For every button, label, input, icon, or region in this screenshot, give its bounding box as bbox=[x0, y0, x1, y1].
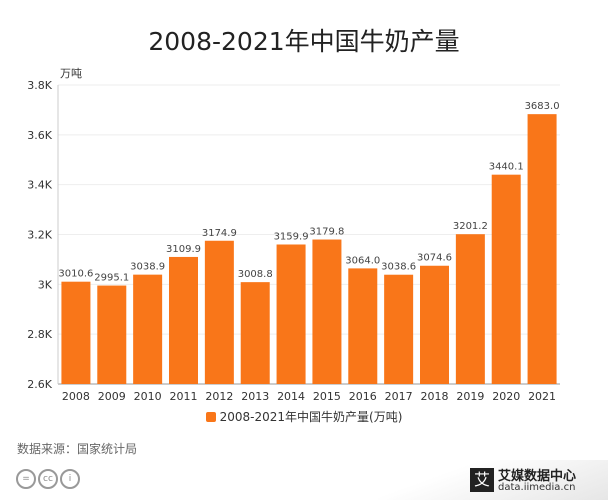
x-tick-label: 2014 bbox=[277, 390, 305, 403]
data-label: 3038.6 bbox=[381, 262, 416, 273]
bar bbox=[455, 234, 485, 384]
chart-title: 2008-2021年中国牛奶产量 bbox=[148, 27, 460, 56]
x-tick-label: 2012 bbox=[205, 390, 233, 403]
y-tick-label: 3.8K bbox=[27, 79, 52, 92]
y-tick-label: 3K bbox=[38, 278, 53, 291]
data-label: 3008.8 bbox=[238, 269, 273, 280]
bar bbox=[276, 244, 306, 384]
bar bbox=[527, 114, 557, 384]
license-icons: = cc i bbox=[16, 469, 80, 489]
x-tick-label: 2021 bbox=[528, 390, 556, 403]
data-label: 3683.0 bbox=[525, 101, 560, 112]
x-tick-label: 2017 bbox=[385, 390, 413, 403]
x-tick-label: 2016 bbox=[349, 390, 377, 403]
bar bbox=[312, 239, 342, 384]
legend[interactable]: 2008-2021年中国牛奶产量(万吨) bbox=[0, 408, 608, 425]
x-tick-label: 2019 bbox=[456, 390, 484, 403]
data-label: 3010.6 bbox=[58, 269, 93, 280]
bar bbox=[348, 268, 378, 384]
bar-chart: 万吨 2.6K 2.8K 3K 3.2K 3.4K 3.6K 3.8K 3010.6 2008 29… bbox=[27, 67, 560, 403]
x-tick-label: 2009 bbox=[98, 390, 126, 403]
cc-icon: cc bbox=[38, 469, 58, 489]
bar bbox=[240, 282, 270, 384]
data-label: 3159.9 bbox=[274, 231, 309, 242]
brand-watermark: 艾 艾媒数据中心 data.iimedia.cn bbox=[378, 460, 608, 500]
x-tick-label: 2020 bbox=[492, 390, 520, 403]
data-label: 3440.1 bbox=[489, 162, 524, 173]
y-axis-unit: 万吨 bbox=[60, 67, 82, 80]
data-label: 3074.6 bbox=[417, 253, 452, 264]
x-tick-label: 2018 bbox=[421, 390, 449, 403]
y-tick-label: 3.2K bbox=[27, 229, 52, 242]
bar bbox=[169, 256, 198, 384]
data-source: 数据来源：国家统计局 bbox=[17, 442, 138, 456]
brand-url: data.iimedia.cn bbox=[498, 482, 576, 493]
data-label: 3174.9 bbox=[202, 228, 237, 239]
x-tick-label: 2011 bbox=[170, 390, 198, 403]
bar bbox=[133, 274, 163, 384]
bar bbox=[204, 240, 234, 384]
data-label: 3179.8 bbox=[309, 227, 344, 238]
bar bbox=[61, 281, 91, 384]
y-tick-label: 2.8K bbox=[27, 328, 52, 341]
x-tick-label: 2013 bbox=[241, 390, 269, 403]
x-tick-label: 2008 bbox=[62, 390, 90, 403]
brand-logo-icon: 艾 bbox=[470, 468, 494, 492]
bar bbox=[420, 265, 449, 384]
y-tick-label: 3.4K bbox=[27, 179, 52, 192]
bar bbox=[491, 174, 521, 384]
nd-icon: = bbox=[16, 469, 36, 489]
data-label: 3109.9 bbox=[166, 244, 201, 255]
by-icon: i bbox=[60, 469, 80, 489]
y-tick-label: 3.6K bbox=[27, 129, 52, 142]
bar bbox=[384, 274, 414, 384]
legend-label: 2008-2021年中国牛奶产量(万吨) bbox=[219, 410, 403, 424]
data-label: 3201.2 bbox=[453, 221, 488, 232]
data-label: 3038.9 bbox=[130, 262, 165, 273]
x-tick-label: 2010 bbox=[134, 390, 162, 403]
bar bbox=[97, 285, 127, 384]
y-tick-label: 2.6K bbox=[27, 378, 52, 391]
x-tick-label: 2015 bbox=[313, 390, 341, 403]
data-label: 3064.0 bbox=[345, 255, 380, 266]
data-label: 2995.1 bbox=[94, 273, 129, 284]
legend-swatch bbox=[205, 412, 216, 422]
brand-name: 艾媒数据中心 bbox=[498, 469, 577, 484]
